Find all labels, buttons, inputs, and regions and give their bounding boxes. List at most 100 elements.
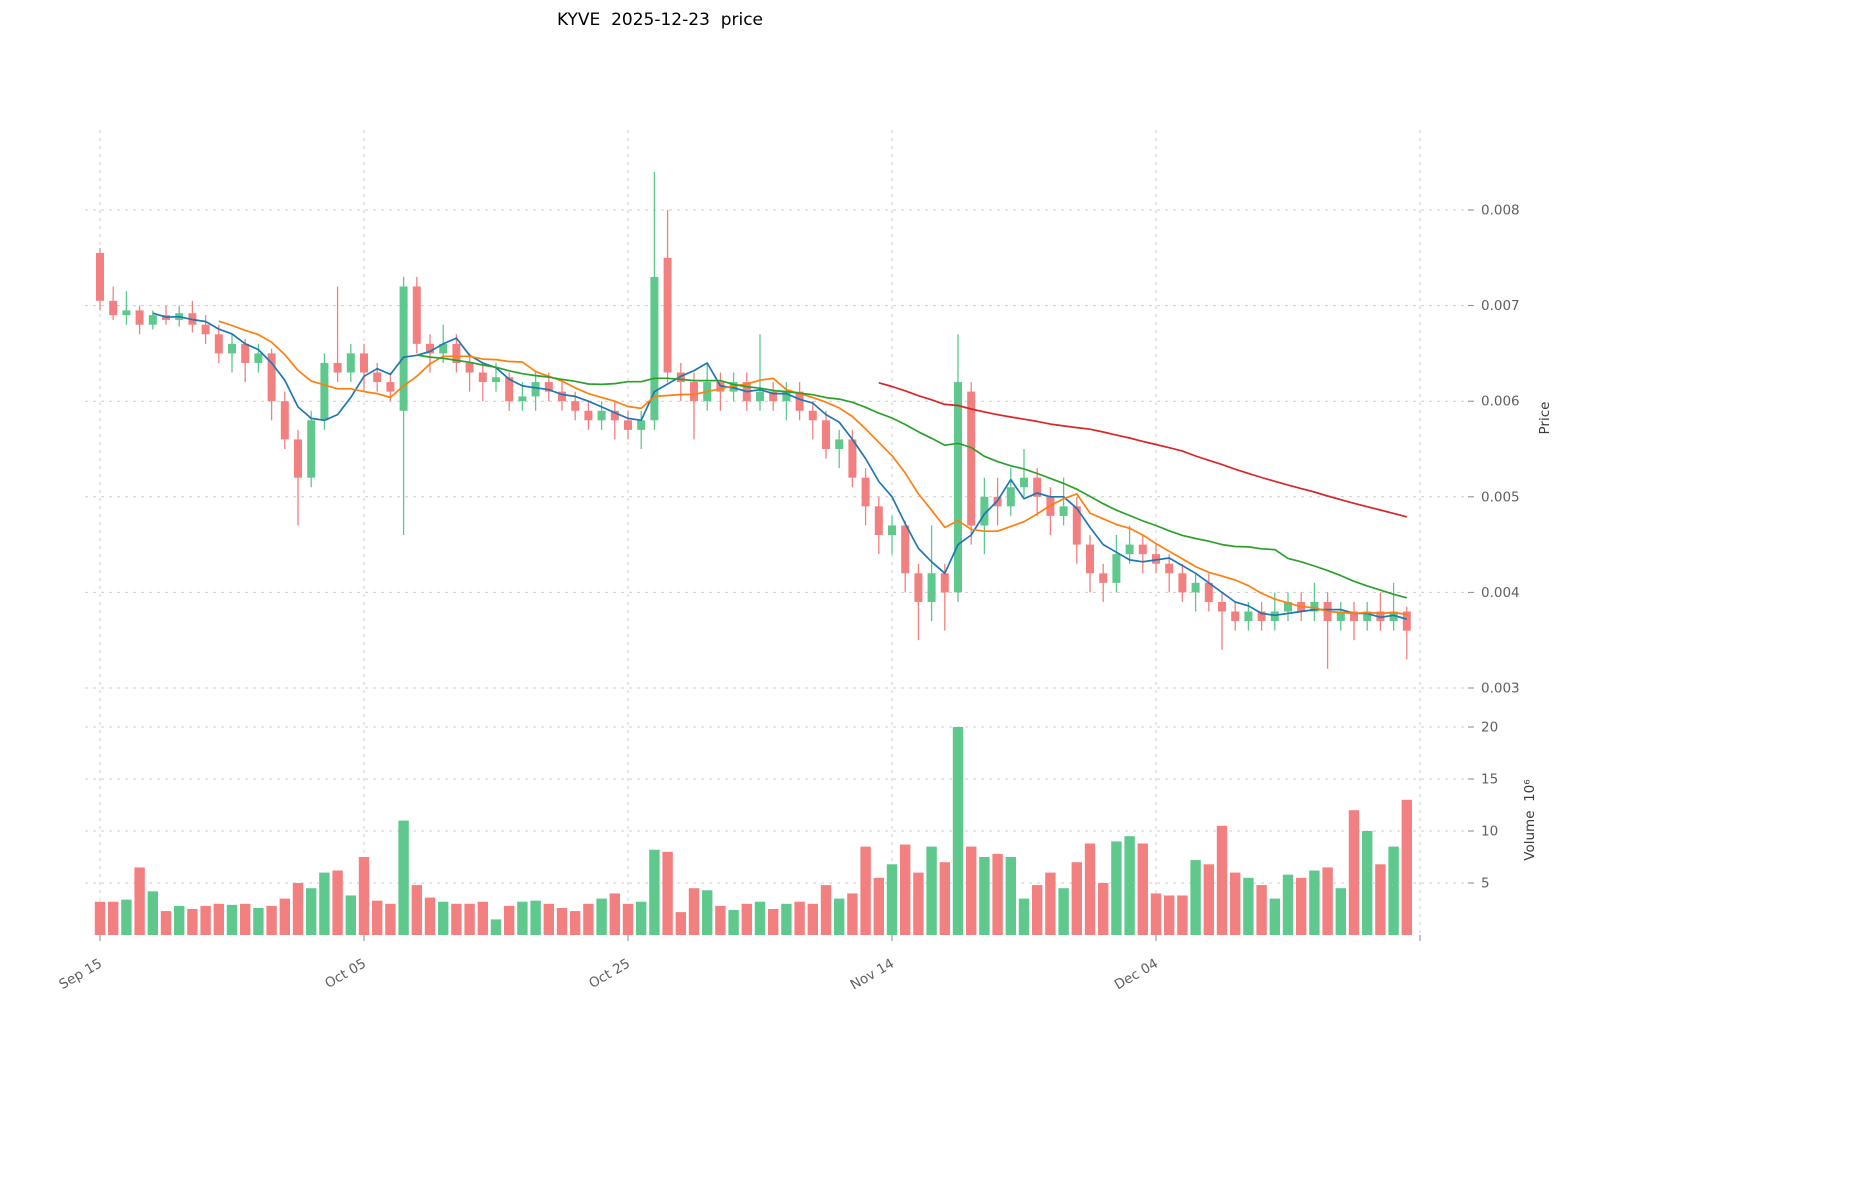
volume-bar [702, 890, 713, 935]
candle-body [360, 353, 368, 373]
candle-body [122, 310, 131, 316]
volume-bar [596, 898, 607, 935]
candle-body [795, 391, 804, 411]
candle-body [228, 343, 236, 354]
volume-bar [1071, 862, 1082, 935]
volume-bar [411, 885, 422, 935]
volume-bar [306, 888, 317, 935]
volume-bar [358, 857, 370, 935]
volume-bar [1124, 836, 1135, 935]
candle-body [346, 353, 355, 373]
volume-bar [886, 864, 898, 935]
volume-bars [94, 727, 1412, 935]
volume-bar [1282, 874, 1294, 935]
tick-label: 5 [1481, 876, 1490, 892]
volume-bar [1084, 843, 1096, 935]
candle-body [426, 343, 434, 354]
volume-bar [609, 893, 620, 935]
candle-body [1099, 573, 1108, 583]
volume-bar [873, 877, 884, 935]
volume-bar [279, 898, 290, 935]
candle-body [399, 286, 408, 411]
candle-body [1363, 611, 1372, 622]
volume-bar [768, 909, 779, 935]
volume-bar [187, 909, 198, 935]
candle-body [610, 410, 619, 421]
candle-body [505, 377, 514, 402]
candle-body [558, 391, 566, 402]
candle-body [267, 353, 276, 402]
candle-body [1178, 573, 1187, 593]
volume-bar [1375, 864, 1386, 935]
volume-bar [385, 903, 396, 935]
tick-label: 0.004 [1481, 585, 1520, 601]
candle-body [1112, 554, 1121, 583]
ma-25-line [416, 354, 1408, 599]
volume-bar [636, 901, 647, 935]
candle-body [637, 420, 646, 430]
volume-bar [1348, 810, 1360, 935]
volume-bar [1137, 843, 1148, 935]
tick-label: 0.007 [1481, 298, 1520, 314]
chart-title: KYVE 2025-12-23 price [556, 10, 764, 30]
candle-body [756, 391, 764, 402]
volume-bar [121, 899, 132, 935]
candle-body [914, 573, 923, 602]
candle-body [1165, 563, 1174, 574]
volume-bar [688, 888, 700, 935]
volume-bar [728, 910, 739, 935]
candle-body [531, 382, 540, 397]
candle-body [597, 410, 606, 421]
candle-body [214, 334, 223, 354]
tick-label: 0.003 [1481, 681, 1520, 697]
candle-body [1072, 506, 1081, 545]
volume-bar [543, 903, 554, 935]
volume-bar [556, 907, 568, 935]
volume-bar [160, 911, 172, 935]
volume-bar [583, 903, 594, 935]
candle-body [716, 382, 725, 392]
volume-bar [834, 898, 845, 935]
volume-bar [847, 893, 858, 935]
volume-bar [952, 727, 964, 935]
tick-label: Dec 04 [1112, 956, 1161, 994]
tick-label: 0.005 [1481, 489, 1520, 505]
candle-body [874, 506, 883, 536]
candle-body [96, 253, 104, 301]
axis-ticks: 0.003 0.004 0.005 0.006 0.007 0.008 5 10 15 20 Sep… [56, 203, 1519, 994]
candle-body [584, 410, 593, 421]
candle-body [571, 401, 580, 411]
candle-body [1402, 611, 1411, 631]
candle-body [676, 372, 685, 383]
volume-bar [292, 883, 304, 935]
candle-body [333, 362, 342, 373]
candle-body [109, 300, 118, 316]
candle-body [320, 362, 329, 421]
candle-body [1350, 611, 1358, 622]
candle-body [1191, 582, 1200, 593]
volume-bar [266, 905, 277, 935]
ma-lines [152, 312, 1408, 621]
volume-bar [332, 870, 343, 935]
volume-bar [240, 903, 251, 935]
volume-bar [372, 900, 383, 935]
volume-bar [741, 903, 752, 935]
candle-body [663, 257, 672, 373]
tick-label: 0.006 [1481, 394, 1520, 410]
candle-body [1270, 611, 1279, 622]
candle-body [492, 377, 500, 383]
candle-body [808, 410, 817, 421]
candle-body [980, 496, 989, 526]
candle-body [518, 396, 527, 402]
gridlines [85, 130, 1468, 935]
volume-bar [1045, 872, 1056, 935]
candle-body [439, 343, 448, 354]
volume-bar [939, 862, 950, 935]
volume-bar [1032, 885, 1043, 935]
volume-bar [1098, 883, 1109, 935]
candle-body [954, 382, 962, 593]
volume-bar [1322, 867, 1333, 935]
volume-bar [1216, 825, 1228, 935]
volume-bar [807, 903, 818, 935]
